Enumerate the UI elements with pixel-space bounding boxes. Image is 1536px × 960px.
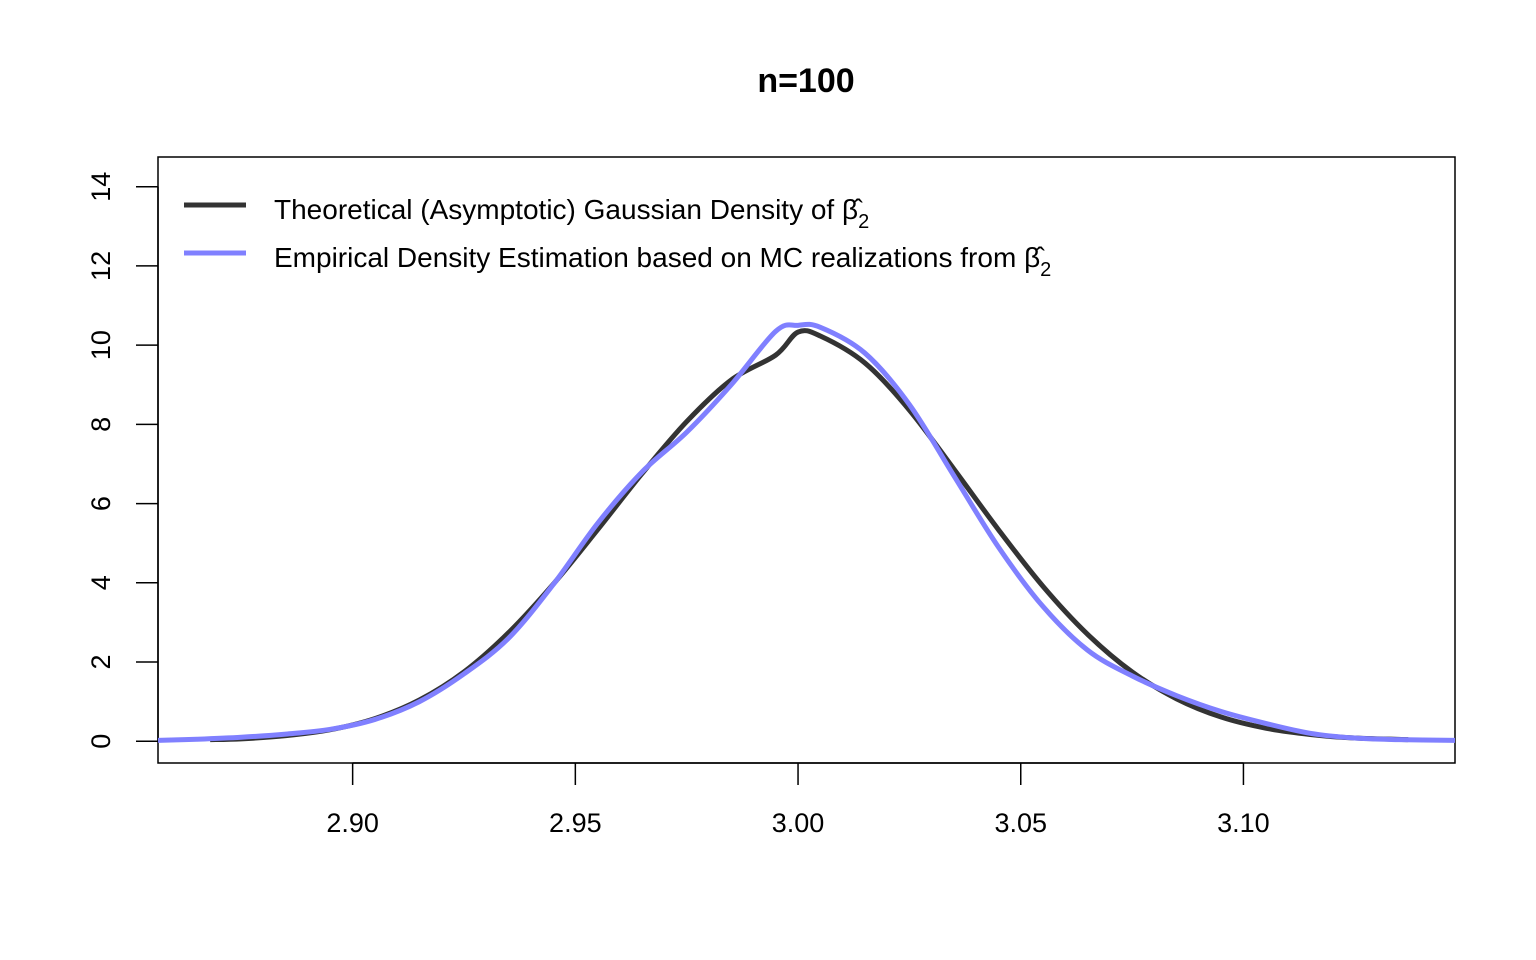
legend-label: Empirical Density Estimation based on MC…	[274, 242, 1051, 281]
empirical-density-line	[158, 321, 1455, 743]
legend-label-text: Empirical Density Estimation based on MC…	[274, 242, 1024, 273]
x-axis: 2.90 2.95 3.00 3.05 3.10	[326, 762, 1270, 838]
y-tick-label: 8	[86, 417, 116, 432]
legend-label-symbol: β̂	[1024, 242, 1045, 273]
x-tick-label: 2.90	[326, 808, 379, 838]
y-tick-label: 0	[86, 734, 116, 749]
legend-label-subscript: 2	[858, 211, 869, 233]
legend-item-theoretical: Theoretical (Asymptotic) Gaussian Densit…	[184, 194, 869, 233]
y-tick-label: 6	[86, 496, 116, 511]
y-tick-label: 14	[86, 172, 116, 202]
x-tick-label: 3.00	[772, 808, 825, 838]
y-tick-label: 10	[86, 330, 116, 360]
legend-label-subscript: 2	[1040, 259, 1051, 281]
legend-label-text: Theoretical (Asymptotic) Gaussian Densit…	[274, 194, 842, 225]
x-tick-label: 3.05	[994, 808, 1047, 838]
y-tick-label: 12	[86, 251, 116, 281]
x-tick-label: 2.95	[549, 808, 602, 838]
chart-title: n=100	[757, 62, 854, 100]
legend: Theoretical (Asymptotic) Gaussian Densit…	[184, 194, 1051, 281]
theoretical-density-line	[210, 328, 1409, 743]
series-layer	[158, 321, 1455, 743]
legend-label: Theoretical (Asymptotic) Gaussian Densit…	[274, 194, 869, 233]
y-axis: 0 2 4 6 8 10 12 14	[86, 172, 159, 749]
x-tick-label: 3.10	[1217, 808, 1270, 838]
y-tick-label: 4	[86, 575, 116, 590]
legend-label-symbol: β̂	[842, 194, 863, 225]
legend-item-empirical: Empirical Density Estimation based on MC…	[184, 242, 1051, 281]
y-tick-label: 2	[86, 654, 116, 669]
